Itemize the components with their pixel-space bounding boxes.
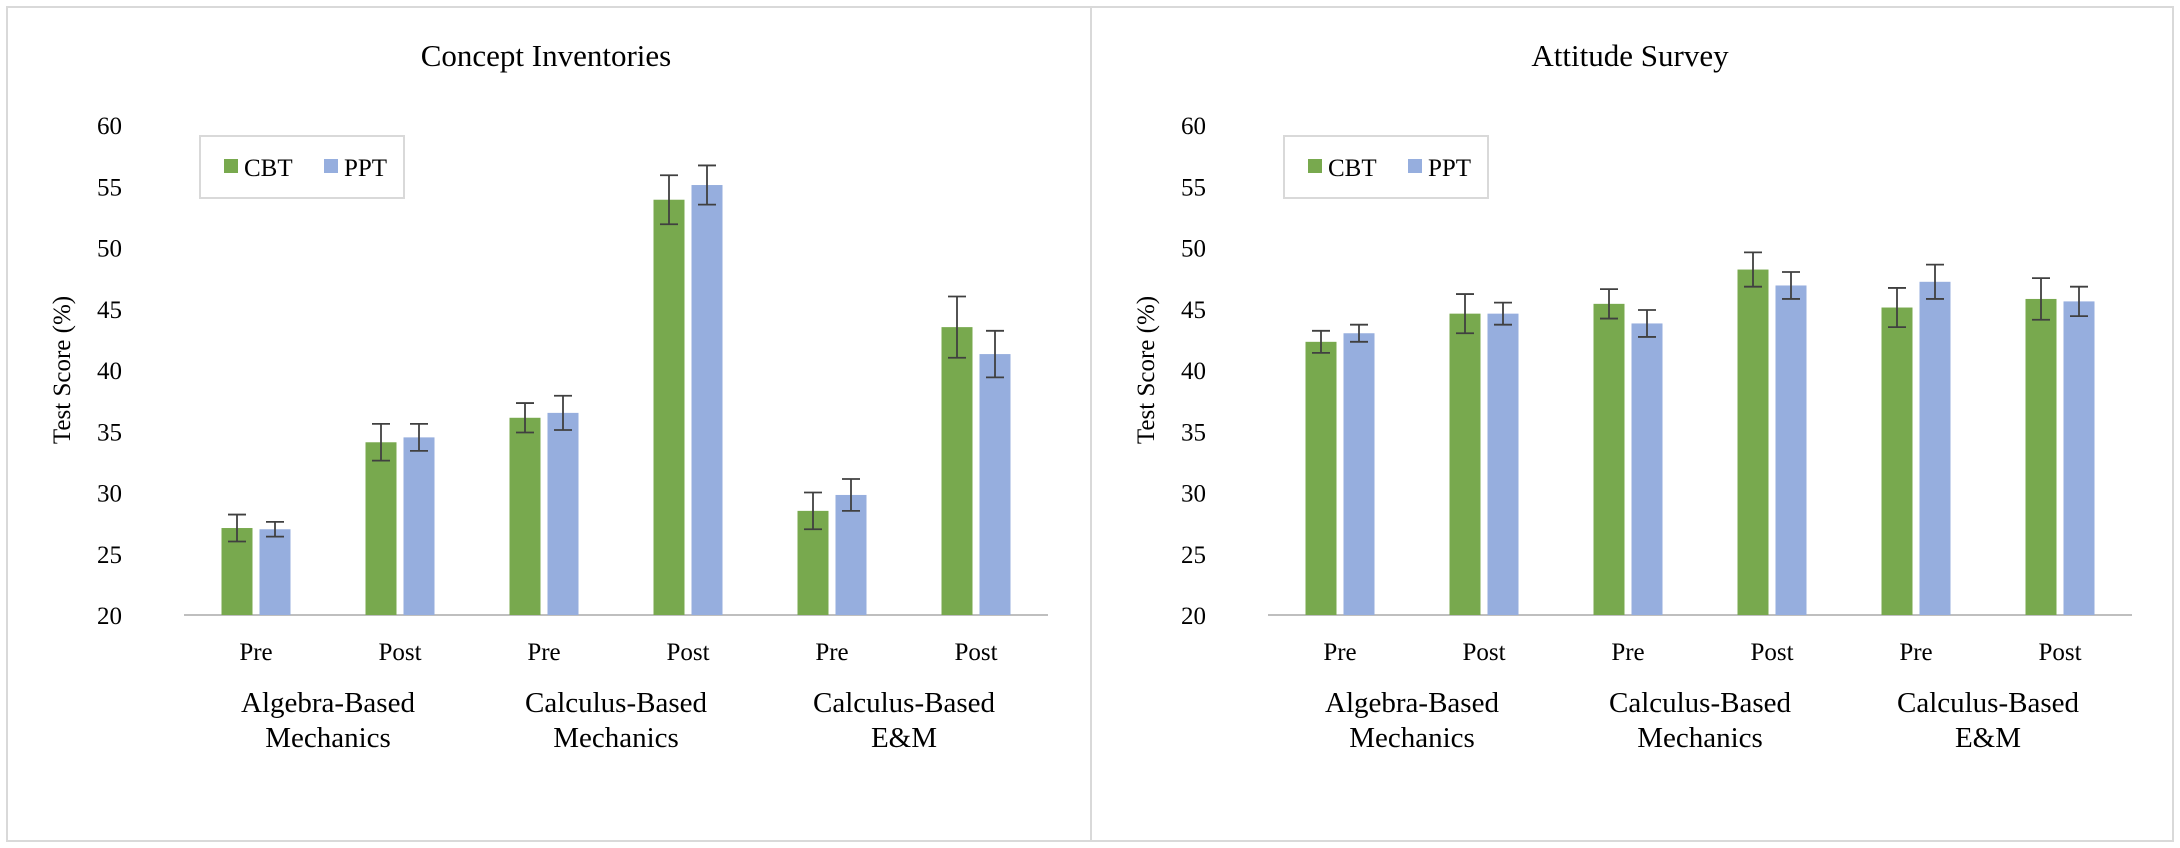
y-tick-label: 55 <box>97 174 122 201</box>
y-tick-label: 55 <box>1181 174 1206 201</box>
y-tick-label: 25 <box>1181 542 1206 569</box>
bar-cbt <box>1449 313 1481 615</box>
y-tick-label: 45 <box>97 297 122 324</box>
group-label: Calculus-Based <box>1897 687 2080 719</box>
legend-label-cbt: CBT <box>244 155 293 182</box>
bar-cbt <box>221 528 253 615</box>
x-tick-label: Pre <box>815 639 848 666</box>
x-tick-label: Post <box>666 639 709 666</box>
group-label: Calculus-Based <box>1609 687 1792 719</box>
y-tick-label: 40 <box>97 358 122 385</box>
bar-cbt <box>1737 269 1769 615</box>
y-tick-label: 30 <box>1181 481 1206 508</box>
group-label: Calculus-Based <box>813 687 996 719</box>
x-tick-label: Pre <box>1323 639 1356 666</box>
group-label: Mechanics <box>1349 722 1475 754</box>
bar-ppt <box>835 494 867 615</box>
bar-cbt <box>365 442 397 615</box>
x-tick-label: Pre <box>1611 639 1644 666</box>
y-tick-label: 50 <box>1181 236 1206 263</box>
y-axis-label: Test Score (%) <box>1133 296 1160 444</box>
bar-ppt <box>1775 285 1807 615</box>
group-label: Mechanics <box>265 722 391 754</box>
bar-ppt <box>1343 333 1375 615</box>
legend-label-ppt: PPT <box>344 155 387 182</box>
bar-ppt <box>979 354 1011 615</box>
group-label: Calculus-Based <box>525 687 708 719</box>
bar-cbt <box>509 417 541 615</box>
x-tick-label: Post <box>954 639 997 666</box>
x-tick-label: Post <box>378 639 421 666</box>
y-tick-label: 30 <box>97 481 122 508</box>
bar-ppt <box>547 412 579 615</box>
chart-title: Concept Inventories <box>421 38 672 73</box>
group-label: Mechanics <box>553 722 679 754</box>
y-tick-label: 25 <box>97 542 122 569</box>
group-label: E&M <box>871 722 937 754</box>
x-tick-label: Post <box>2038 639 2081 666</box>
y-tick-label: 35 <box>97 419 122 446</box>
x-tick-label: Post <box>1750 639 1793 666</box>
group-label: Algebra-Based <box>241 687 415 719</box>
legend-label-cbt: CBT <box>1328 155 1377 182</box>
group-label: Mechanics <box>1637 722 1763 754</box>
chart-title: Attitude Survey <box>1531 38 1729 73</box>
bar-ppt <box>691 185 723 615</box>
x-tick-label: Pre <box>527 639 560 666</box>
bar-ppt <box>2063 301 2095 615</box>
x-tick-label: Pre <box>1899 639 1932 666</box>
bar-ppt <box>259 529 291 615</box>
y-axis-label: Test Score (%) <box>49 296 76 444</box>
y-tick-label: 50 <box>97 236 122 263</box>
bar-cbt <box>653 199 685 615</box>
bar-ppt <box>1919 281 1951 615</box>
bar-cbt <box>2025 298 2057 615</box>
y-tick-label: 60 <box>1181 113 1206 140</box>
x-tick-label: Pre <box>239 639 272 666</box>
bar-cbt <box>941 327 973 615</box>
bar-cbt <box>1593 303 1625 615</box>
y-tick-label: 20 <box>97 603 122 630</box>
y-tick-label: 45 <box>1181 297 1206 324</box>
bar-cbt <box>1305 341 1337 615</box>
legend-swatch-cbt <box>224 159 238 173</box>
group-label: E&M <box>1955 722 2021 754</box>
legend-label-ppt: PPT <box>1428 155 1471 182</box>
bar-ppt <box>403 437 435 615</box>
x-tick-label: Post <box>1462 639 1505 666</box>
legend-swatch-ppt <box>324 159 338 173</box>
legend-swatch-cbt <box>1308 159 1322 173</box>
bar-ppt <box>1487 313 1519 615</box>
y-tick-label: 40 <box>1181 358 1206 385</box>
legend-swatch-ppt <box>1408 159 1422 173</box>
y-tick-label: 60 <box>97 113 122 140</box>
y-tick-label: 20 <box>1181 603 1206 630</box>
y-tick-label: 35 <box>1181 419 1206 446</box>
bar-ppt <box>1631 323 1663 615</box>
bar-cbt <box>1881 307 1913 615</box>
group-label: Algebra-Based <box>1325 687 1499 719</box>
